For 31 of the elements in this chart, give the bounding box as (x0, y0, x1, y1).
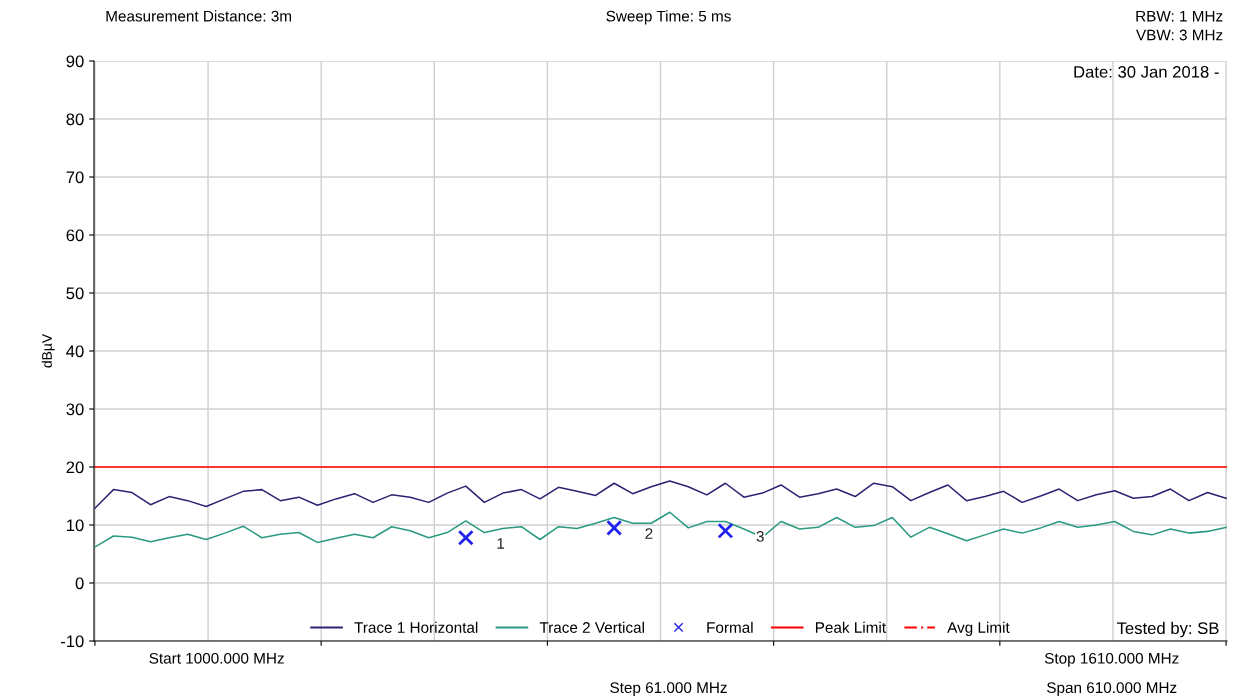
legend-label: Trace 2 Vertical (539, 621, 644, 633)
legend-label: Avg Limit (947, 621, 1010, 636)
text: Stop 1610.000 MHz (1044, 652, 1179, 667)
line-series (94, 511, 1227, 548)
y-tick-label: 30 (66, 403, 84, 416)
y-tick-label: 20 (66, 461, 84, 474)
annotation: 2 (645, 528, 653, 539)
text: VBW: 3 MHz (1136, 29, 1223, 41)
y-tick-label: 0 (75, 577, 84, 590)
y-tick-label: 10 (67, 519, 84, 532)
annotation: Date: 30 Jan 2018 - (1074, 65, 1219, 78)
text: Start 1000.000 MHz (149, 652, 284, 664)
y-axis-title: dBµV (41, 333, 55, 368)
y-tick-label: 90 (66, 55, 84, 68)
text: Step 61.000 MHz (610, 682, 727, 697)
text: Sweep Time: 5 ms (606, 10, 731, 25)
annotation: 1 (497, 538, 505, 549)
y-tick-label: 70 (66, 171, 84, 184)
y-tick-label: 40 (66, 345, 84, 358)
legend-label: Peak Limit (815, 621, 886, 633)
annotation: Tested by: SB (1116, 621, 1219, 638)
y-tick-label: 60 (66, 229, 84, 242)
y-tick-label: 50 (66, 287, 84, 300)
line-series (94, 480, 1227, 509)
text: RBW: 1 MHz (1136, 10, 1223, 22)
legend-label: Trace 1 Horizontal (354, 621, 478, 633)
y-tick-label: -10 (60, 635, 84, 648)
text: Measurement Distance: 3m (106, 10, 292, 22)
text: Span 610.000 MHz (1047, 682, 1177, 697)
legend-label: Formal (707, 621, 753, 633)
y-tick-label: 80 (66, 113, 84, 126)
